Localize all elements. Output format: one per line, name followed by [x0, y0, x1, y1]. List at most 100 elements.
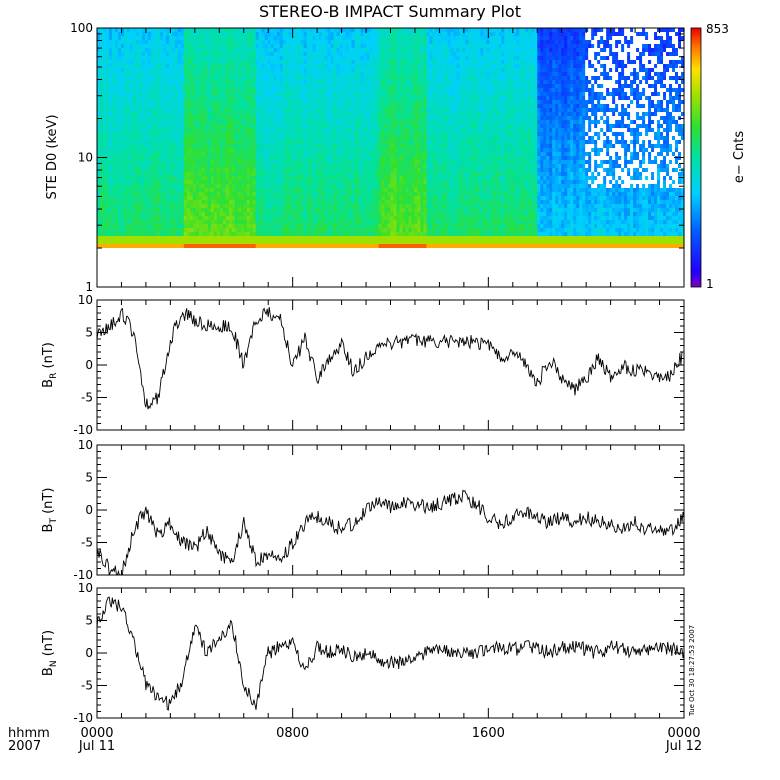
spectrogram-cell: [216, 136, 221, 140]
spectrogram-cell: [204, 104, 209, 108]
spectrogram-cell: [168, 236, 173, 240]
spectrogram-cell: [279, 68, 284, 72]
spectrogram-cell: [270, 224, 275, 228]
spectrogram-cell: [297, 120, 302, 124]
spectrogram-cell: [264, 180, 269, 184]
spectrogram-cell: [141, 76, 146, 80]
spectrogram-cell: [270, 152, 275, 156]
spectrogram-cell: [264, 124, 269, 128]
spectrogram-cell: [120, 160, 125, 164]
spectrogram-cell: [168, 36, 173, 40]
spectrogram-cell: [261, 240, 266, 244]
spectrogram-cell: [183, 32, 188, 36]
plot-title: STEREO-B IMPACT Summary Plot: [259, 2, 521, 21]
spectrogram-cell: [99, 124, 104, 128]
spectrogram-cell: [219, 60, 224, 64]
spectrogram-cell: [207, 44, 212, 48]
spectrogram-cell: [237, 124, 242, 128]
spectrogram-cell: [216, 72, 221, 76]
spectrogram-cell: [195, 192, 200, 196]
spectrogram-cell: [129, 64, 134, 68]
spectrogram-cell: [243, 148, 248, 152]
spectrogram-cell: [138, 244, 143, 248]
spectrogram-cell: [111, 208, 116, 212]
spectrogram-cell: [273, 160, 278, 164]
spectrogram-cell: [147, 76, 152, 80]
spectrogram-cell: [111, 36, 116, 40]
spectrogram-cell: [147, 52, 152, 56]
spectrogram-cell: [132, 164, 137, 168]
spectrogram-cell: [97, 136, 101, 140]
spectrogram-cell: [261, 96, 266, 100]
spectrogram-cell: [231, 228, 236, 232]
spectrogram-cell: [186, 112, 191, 116]
spectrogram-cell: [261, 140, 266, 144]
spectrogram-cell: [99, 76, 104, 80]
spectrogram-cell: [120, 184, 125, 188]
spectrogram-cell: [189, 188, 194, 192]
spectrogram-cell: [216, 172, 221, 176]
spectrogram-cell: [162, 216, 167, 220]
spectrogram-cell: [153, 244, 158, 248]
spectrogram-cell: [261, 72, 266, 76]
spectrogram-cell: [120, 84, 125, 88]
spectrogram-cell: [216, 164, 221, 168]
spectrogram-cell: [117, 172, 122, 176]
spectrogram-cell: [180, 188, 185, 192]
spectrogram-cell: [294, 244, 299, 248]
spectrogram-cell: [279, 124, 284, 128]
spectrogram-cell: [105, 208, 110, 212]
spectrogram-cell: [288, 84, 293, 88]
spectrogram-cell: [162, 232, 167, 236]
spectrogram-cell: [213, 168, 218, 172]
spectrogram-cell: [177, 68, 182, 72]
spectrogram-cell: [159, 232, 164, 236]
spectrogram-cell: [97, 160, 101, 164]
spectrogram-cell: [120, 112, 125, 116]
spectrogram-cell: [162, 184, 167, 188]
spectrogram-cell: [222, 120, 227, 124]
spectrogram-cell: [201, 156, 206, 160]
spectrogram-cell: [117, 160, 122, 164]
spectrogram-cell: [147, 144, 152, 148]
spectrogram-cell: [97, 200, 101, 204]
spectrogram-cell: [99, 132, 104, 136]
spectrogram-cell: [111, 220, 116, 224]
spectrogram-cell: [138, 148, 143, 152]
spectrogram-cell: [132, 212, 137, 216]
spectrogram-cell: [228, 36, 233, 40]
spectrogram-cell: [264, 128, 269, 132]
spectrogram-cell: [97, 140, 101, 144]
spectrogram-cell: [189, 216, 194, 220]
spectrogram-cell: [174, 224, 179, 228]
spectrogram-cell: [204, 156, 209, 160]
spectrogram-cell: [300, 152, 305, 156]
spectrogram-cell: [291, 180, 296, 184]
spectrogram-cell: [195, 88, 200, 92]
spectrogram-cell: [138, 56, 143, 60]
spectrogram-cell: [240, 112, 245, 116]
spectrogram-cell: [264, 152, 269, 156]
spectrogram-cell: [261, 164, 266, 168]
spectrogram-cell: [138, 184, 143, 188]
spectrogram-cell: [216, 156, 221, 160]
spectrogram-cell: [180, 28, 185, 32]
spectrogram-cell: [156, 80, 161, 84]
spectrogram-cell: [117, 232, 122, 236]
spectrogram-cell: [132, 240, 137, 244]
spectrogram-cell: [216, 128, 221, 132]
spectrogram-cell: [222, 68, 227, 72]
spectrogram-cell: [156, 176, 161, 180]
spectrogram-cell: [201, 32, 206, 36]
spectrogram-cell: [117, 104, 122, 108]
spectrogram-cell: [129, 96, 134, 100]
spectrogram-cell: [246, 176, 251, 180]
spectrogram-cell: [255, 44, 260, 48]
spectrogram-cell: [222, 144, 227, 148]
spectrogram-cell: [174, 220, 179, 224]
spectrogram-cell: [258, 52, 263, 56]
spectrogram-cell: [285, 96, 290, 100]
spectrogram-cell: [108, 120, 113, 124]
spectrogram-cell: [279, 120, 284, 124]
spectrogram-cell: [216, 212, 221, 216]
